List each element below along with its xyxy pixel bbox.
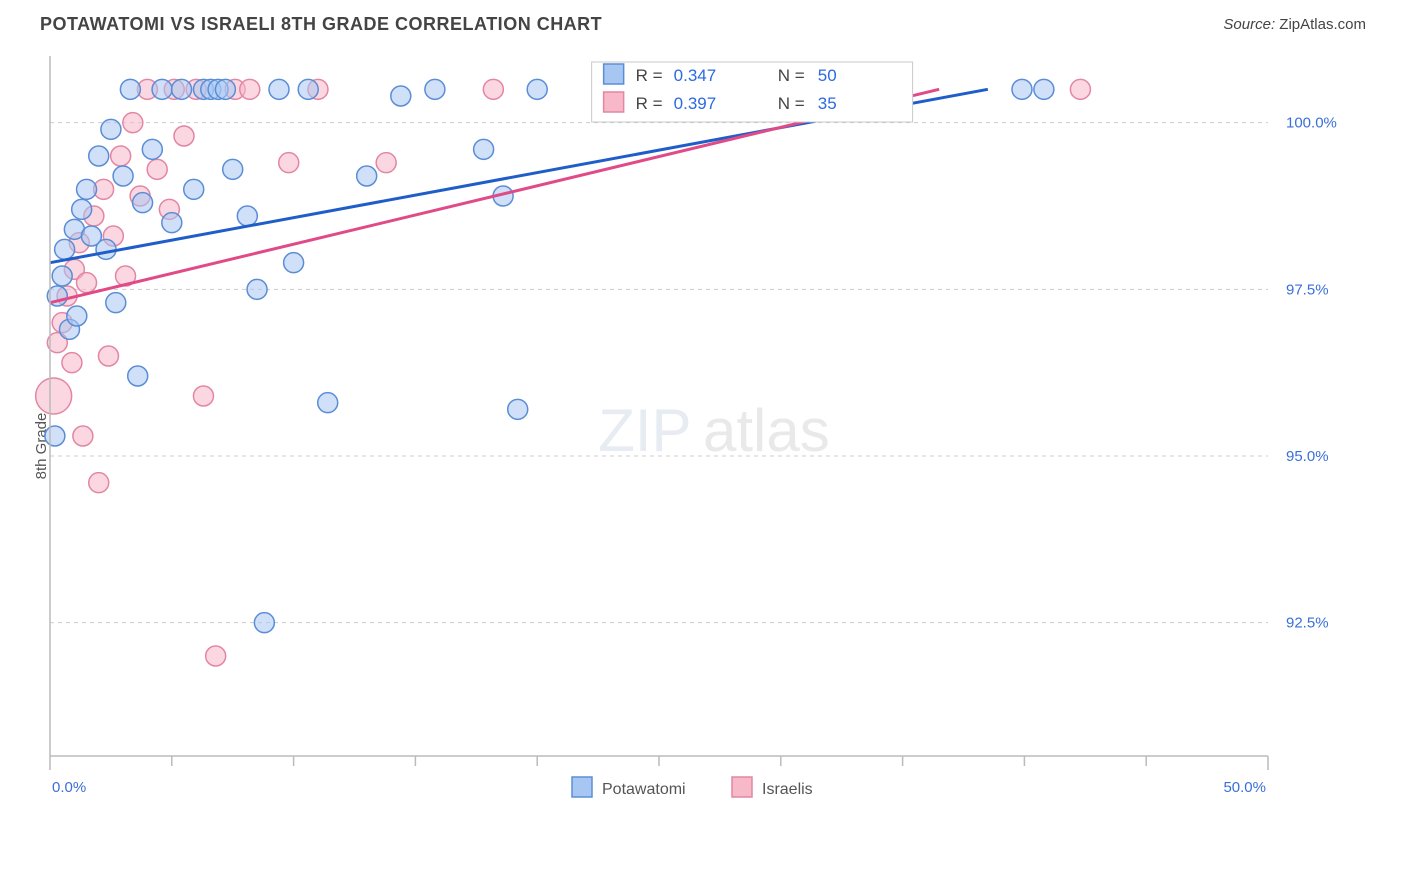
data-point-potawatomi <box>425 79 445 99</box>
x-tick-label: 0.0% <box>52 779 86 796</box>
y-tick-label: 97.5% <box>1286 281 1329 298</box>
data-point-potawatomi <box>269 79 289 99</box>
legend-swatch <box>604 64 624 84</box>
data-point-potawatomi <box>1034 79 1054 99</box>
chart-header: POTAWATOMI VS ISRAELI 8TH GRADE CORRELAT… <box>40 14 1366 44</box>
data-point-potawatomi <box>96 239 116 259</box>
legend-r-value: 0.347 <box>674 66 717 85</box>
data-point-potawatomi <box>67 306 87 326</box>
x-tick-label: 50.0% <box>1223 779 1266 796</box>
bottom-legend-label: Potawatomi <box>602 781 686 798</box>
data-point-potawatomi <box>508 399 528 419</box>
data-point-potawatomi <box>152 79 172 99</box>
data-point-potawatomi <box>247 279 267 299</box>
legend-n-label: N = <box>778 94 805 113</box>
data-point-potawatomi <box>527 79 547 99</box>
chart-title: POTAWATOMI VS ISRAELI 8TH GRADE CORRELAT… <box>40 14 602 34</box>
source-label: Source: <box>1223 16 1275 33</box>
legend-swatch <box>604 92 624 112</box>
data-point-potawatomi <box>142 139 162 159</box>
data-point-potawatomi <box>162 213 182 233</box>
data-point-potawatomi <box>284 253 304 273</box>
legend-n-label: N = <box>778 66 805 85</box>
legend-n-value: 50 <box>818 66 837 85</box>
data-point-potawatomi <box>106 293 126 313</box>
data-point-potawatomi <box>89 146 109 166</box>
legend-r-value: 0.397 <box>674 94 717 113</box>
data-point-israelis <box>73 426 93 446</box>
data-point-israelis <box>1070 79 1090 99</box>
data-point-potawatomi <box>77 179 97 199</box>
data-point-potawatomi <box>184 179 204 199</box>
data-point-israelis <box>89 473 109 493</box>
data-point-potawatomi <box>474 139 494 159</box>
data-point-israelis <box>111 146 131 166</box>
data-point-israelis <box>123 113 143 133</box>
watermark-zip: ZIP <box>598 397 691 464</box>
data-point-israelis <box>98 346 118 366</box>
y-tick-label: 95.0% <box>1286 448 1329 465</box>
data-point-israelis <box>240 79 260 99</box>
data-point-potawatomi <box>318 393 338 413</box>
data-point-potawatomi <box>215 79 235 99</box>
data-point-potawatomi <box>52 266 72 286</box>
watermark-atlas: atlas <box>703 397 830 464</box>
data-point-israelis <box>77 273 97 293</box>
chart-svg: 92.5% 95.0% 97.5% 100.0% ZIPatlas 0.0% 50.0% R … <box>48 56 1358 816</box>
y-tick-label: 100.0% <box>1286 115 1337 132</box>
source-value: ZipAtlas.com <box>1279 16 1366 33</box>
data-point-potawatomi <box>172 79 192 99</box>
data-point-israelis <box>483 79 503 99</box>
data-point-potawatomi <box>101 119 121 139</box>
bottom-legend-swatch <box>732 777 752 797</box>
data-point-potawatomi <box>133 193 153 213</box>
data-point-israelis <box>174 126 194 146</box>
bottom-legend-label: Israelis <box>762 781 813 798</box>
data-point-potawatomi <box>72 199 92 219</box>
source-attribution: Source: ZipAtlas.com <box>1223 16 1366 33</box>
y-tick-label: 92.5% <box>1286 615 1329 632</box>
data-point-potawatomi <box>113 166 133 186</box>
data-point-potawatomi <box>223 159 243 179</box>
data-point-israelis <box>206 646 226 666</box>
data-point-potawatomi <box>237 206 257 226</box>
data-point-potawatomi <box>55 239 75 259</box>
correlation-scatter-chart: 92.5% 95.0% 97.5% 100.0% ZIPatlas 0.0% 50.0% R … <box>48 56 1358 816</box>
bottom-legend-swatch <box>572 777 592 797</box>
data-point-potawatomi <box>254 613 274 633</box>
data-point-potawatomi <box>1012 79 1032 99</box>
data-point-israelis <box>36 378 72 414</box>
legend-r-label: R = <box>636 94 663 113</box>
data-point-israelis <box>62 353 82 373</box>
data-point-israelis <box>193 386 213 406</box>
legend-r-label: R = <box>636 66 663 85</box>
data-point-potawatomi <box>391 86 411 106</box>
legend-n-value: 35 <box>818 94 837 113</box>
data-point-israelis <box>376 153 396 173</box>
data-point-potawatomi <box>120 79 140 99</box>
data-point-israelis <box>279 153 299 173</box>
data-point-potawatomi <box>128 366 148 386</box>
data-point-israelis <box>147 159 167 179</box>
data-point-potawatomi <box>357 166 377 186</box>
data-point-potawatomi <box>298 79 318 99</box>
data-point-potawatomi <box>45 426 65 446</box>
